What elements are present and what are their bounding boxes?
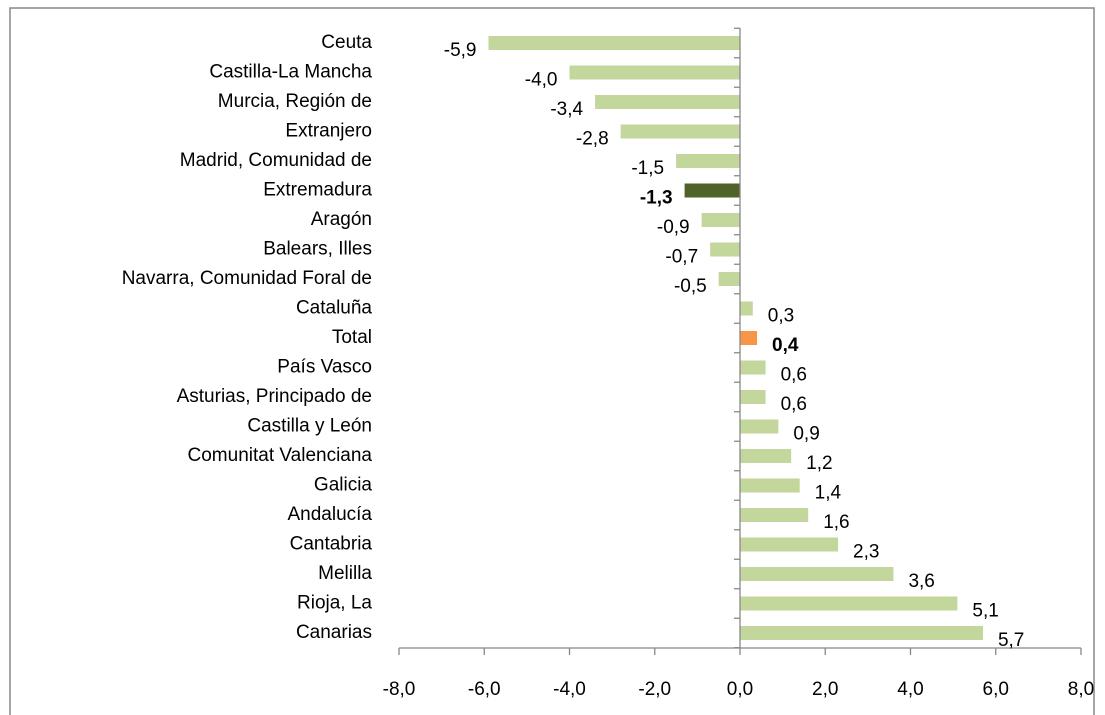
bar	[740, 449, 792, 463]
x-tick-label: -6,0	[468, 679, 501, 700]
x-tick-label: 2,0	[812, 679, 838, 700]
value-label: 0,6	[781, 365, 807, 386]
value-label: 0,4	[772, 335, 799, 356]
value-label: -3,4	[550, 99, 583, 120]
bar	[740, 537, 839, 552]
value-label: 0,9	[793, 424, 819, 445]
value-label: -5,9	[444, 40, 477, 61]
bar	[740, 508, 809, 522]
category-label: País Vasco	[277, 357, 372, 378]
bar	[710, 242, 740, 257]
value-label: -0,7	[665, 247, 698, 268]
category-label: Melilla	[318, 563, 372, 584]
bar	[740, 596, 958, 611]
category-label: Extremadura	[263, 180, 372, 201]
bar	[595, 95, 740, 109]
bar	[701, 213, 740, 227]
bar	[684, 183, 740, 198]
x-tick-label: 0,0	[727, 679, 753, 700]
category-label: Andalucía	[287, 504, 372, 525]
x-tick-label: -2,0	[638, 679, 671, 700]
bar	[676, 154, 740, 168]
bar	[488, 36, 740, 50]
category-label: Extranjero	[285, 121, 372, 142]
category-label: Galicia	[314, 475, 373, 496]
category-label: Canarias	[296, 622, 372, 643]
value-label: 1,4	[815, 483, 842, 504]
category-label: Castilla-La Mancha	[209, 62, 372, 83]
bar	[740, 390, 766, 404]
category-label: Madrid, Comunidad de	[180, 150, 372, 171]
bar	[740, 419, 779, 434]
value-label: 0,3	[768, 306, 794, 327]
value-label: 3,6	[908, 571, 934, 592]
value-label: 2,3	[853, 542, 879, 563]
category-label: Cantabria	[290, 534, 373, 555]
value-label: 0,6	[781, 394, 807, 415]
bar	[569, 65, 740, 80]
value-label: -1,5	[631, 158, 664, 179]
value-label: 5,1	[972, 601, 998, 622]
category-label: Balears, Illes	[263, 239, 372, 260]
bar	[740, 567, 894, 581]
bar	[620, 124, 740, 139]
value-label: -0,9	[657, 217, 690, 238]
x-tick-label: -8,0	[383, 679, 416, 700]
x-tick-label: 6,0	[983, 679, 1009, 700]
x-tick-label: 4,0	[897, 679, 923, 700]
bar	[740, 478, 800, 493]
value-label: -4,0	[525, 70, 558, 91]
x-tick-label: -4,0	[553, 679, 586, 700]
value-label: 1,6	[823, 512, 849, 533]
bar	[740, 331, 758, 345]
category-label: Navarra, Comunidad Foral de	[122, 268, 372, 289]
category-label: Murcia, Región de	[218, 91, 372, 112]
bar	[740, 301, 753, 316]
category-label: Comunitat Valenciana	[188, 445, 373, 466]
bar	[740, 626, 983, 640]
category-label: Aragón	[311, 209, 372, 230]
category-label: Cataluña	[296, 298, 372, 319]
category-label: Rioja, La	[297, 593, 372, 614]
value-label: 1,2	[806, 453, 832, 474]
bar	[740, 360, 766, 375]
value-label: -2,8	[576, 129, 609, 150]
x-tick-label: 8,0	[1068, 679, 1094, 700]
category-label: Total	[332, 327, 372, 348]
category-label: Castilla y León	[247, 416, 372, 437]
category-label: Ceuta	[321, 32, 372, 53]
value-label: -0,5	[674, 276, 707, 297]
category-label: Asturias, Principado de	[177, 386, 372, 407]
value-label: -1,3	[640, 188, 673, 209]
value-label: 5,7	[998, 630, 1024, 651]
bar	[718, 272, 740, 286]
